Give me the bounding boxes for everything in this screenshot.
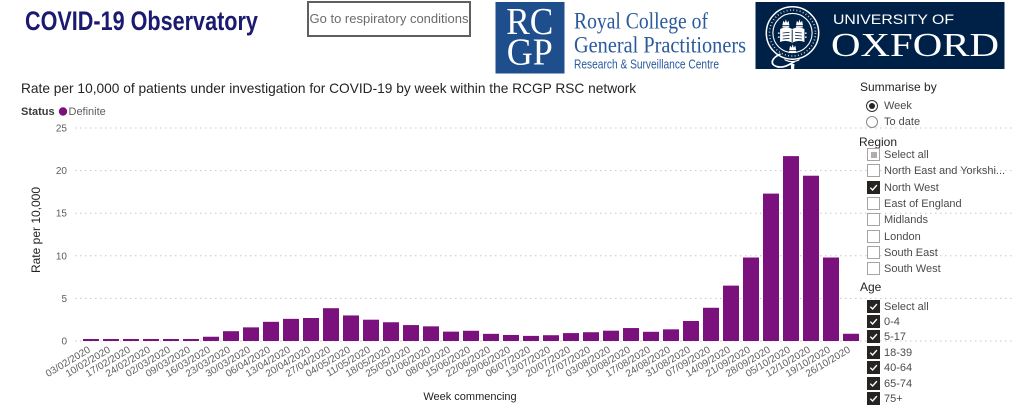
svg-text:10: 10 (56, 251, 68, 262)
svg-text:Week commencing: Week commencing (423, 391, 516, 403)
svg-text:Royal College of: Royal College of (574, 9, 708, 34)
svg-text:20: 20 (56, 166, 68, 177)
svg-text:UNIVERSITY OF: UNIVERSITY OF (833, 12, 954, 27)
svg-text:25: 25 (56, 124, 68, 135)
svg-text:RC: RC (506, 1, 553, 43)
svg-text:0: 0 (61, 337, 67, 348)
svg-text:Status: Status (21, 106, 55, 118)
svg-text:GP: GP (507, 32, 553, 74)
svg-text:OXFORD: OXFORD (831, 27, 999, 64)
svg-text:Definite: Definite (69, 106, 106, 118)
svg-text:Rate per 10,000: Rate per 10,000 (29, 187, 43, 273)
svg-text:Research & Surveillance Centre: Research & Surveillance Centre (574, 58, 719, 72)
svg-text:15: 15 (56, 209, 68, 220)
svg-text:General Practitioners: General Practitioners (574, 33, 746, 58)
svg-text:5: 5 (61, 294, 67, 305)
